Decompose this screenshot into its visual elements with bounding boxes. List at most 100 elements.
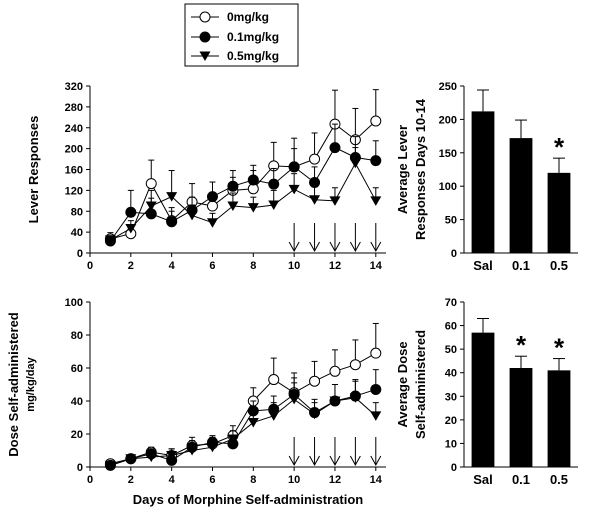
bar-0.1 xyxy=(509,368,533,467)
data-point xyxy=(309,409,321,420)
legend-marker-filled-triangle xyxy=(199,51,211,61)
significance-star-0.1: * xyxy=(516,330,527,360)
data-point xyxy=(166,450,178,461)
legend-marker-open-circle xyxy=(199,11,211,23)
data-point xyxy=(268,374,280,386)
arrow-head-2 xyxy=(329,455,341,467)
data-point xyxy=(329,396,341,406)
shared-x-axis-label: Days of Morphine Self-administration xyxy=(133,492,363,507)
y-tick-label-6: 240 xyxy=(65,123,83,135)
data-point xyxy=(227,180,239,192)
data-point xyxy=(247,417,259,428)
x-tick-label-7: 14 xyxy=(370,474,383,486)
x-tick-label-2: 4 xyxy=(169,260,176,272)
y-tick-label-2: 80 xyxy=(71,206,83,218)
y-tick-label-8: 320 xyxy=(65,81,83,93)
significance-star-0.5: * xyxy=(554,132,565,162)
category-label-0.5: 0.5 xyxy=(550,472,568,487)
series-filled-triangle-down xyxy=(104,147,382,245)
y-tick-label-4: 40 xyxy=(445,368,457,380)
series-filled-triangle-down xyxy=(104,380,382,471)
y-tick-label-5: 50 xyxy=(445,344,457,356)
data-point xyxy=(309,153,321,165)
data-point xyxy=(370,411,382,421)
y-tick-label-1: 50 xyxy=(445,215,457,227)
dose-bar-chart: 0 10 20 30 40 50 60 70 Average Dose Self-administ… xyxy=(395,297,578,487)
y-tick-label-0: 0 xyxy=(451,462,457,474)
series-line xyxy=(110,397,377,466)
x-tick-label-1: 2 xyxy=(128,260,134,272)
bar-0.1 xyxy=(509,138,533,253)
x-tick-label-1: 2 xyxy=(128,474,134,486)
y-tick-label-2: 100 xyxy=(439,181,457,193)
series-line xyxy=(110,120,377,240)
data-point xyxy=(104,235,116,245)
arrow-head-4 xyxy=(370,455,382,467)
y-tick-label-5: 100 xyxy=(65,297,83,309)
y-tick-label-1: 40 xyxy=(71,227,83,239)
y-tick-label-4: 160 xyxy=(65,165,83,177)
data-point xyxy=(349,158,361,169)
y-tick-label-3: 150 xyxy=(439,148,457,160)
y-tick-label-3: 60 xyxy=(71,363,83,375)
bar-Sal xyxy=(471,332,495,467)
data-point xyxy=(370,347,382,359)
series-line xyxy=(110,146,376,242)
y-tick-label-4: 80 xyxy=(71,330,83,342)
y-axis-label-line-1: Average Lever xyxy=(395,125,410,214)
arrow-head-0 xyxy=(288,455,300,467)
data-point xyxy=(227,201,239,212)
data-point xyxy=(329,365,341,377)
category-label-0.5: 0.5 xyxy=(550,258,568,273)
arrow-head-4 xyxy=(370,241,382,253)
series-open-circle xyxy=(104,322,382,470)
legend-label-0: 0mg/kg xyxy=(227,10,269,24)
data-point xyxy=(206,442,218,453)
data-point xyxy=(145,178,157,190)
data-point xyxy=(247,203,259,213)
y-tick-label-2: 40 xyxy=(71,396,83,408)
data-point xyxy=(166,216,178,228)
series-filled-circle xyxy=(104,369,382,471)
x-tick-label-0: 0 xyxy=(87,260,93,272)
x-tick-label-5: 10 xyxy=(288,474,300,486)
category-label-Sal: Sal xyxy=(473,258,493,273)
x-tick-label-4: 8 xyxy=(250,260,256,272)
data-point xyxy=(288,394,300,405)
y-tick-label-1: 20 xyxy=(71,429,83,441)
data-point xyxy=(247,174,259,186)
y-tick-label-5: 200 xyxy=(65,144,83,156)
y-axis-sublabel: mg/kg/day xyxy=(25,356,37,411)
x-tick-label-3: 6 xyxy=(209,474,215,486)
data-point xyxy=(268,178,280,190)
data-point xyxy=(206,218,218,228)
data-point xyxy=(268,200,280,210)
y-tick-label-7: 280 xyxy=(65,102,83,114)
data-point xyxy=(370,383,382,395)
y-tick-label-0: 0 xyxy=(77,462,83,474)
legend-label-2: 0.5mg/kg xyxy=(227,49,279,63)
arrow-head-3 xyxy=(349,455,361,467)
data-point xyxy=(125,223,137,234)
lever-responses-line-chart: 0 40 80 120 160 200 240 280 320 0 2 4 6 8 10 12 14 Lever … xyxy=(26,81,386,272)
y-tick-label-2: 20 xyxy=(445,415,457,427)
data-point xyxy=(349,393,361,403)
legend-marker-filled-circle xyxy=(199,31,211,43)
data-point xyxy=(166,192,178,202)
arrow-head-3 xyxy=(349,241,361,253)
data-point xyxy=(370,196,382,206)
y-tick-label-1: 10 xyxy=(445,438,457,450)
data-point xyxy=(329,142,341,154)
y-axis-label-line-1: Average Dose xyxy=(395,341,410,427)
y-tick-label-5: 250 xyxy=(439,81,457,93)
legend: 0mg/kg 0.1mg/kg 0.5mg/kg xyxy=(184,3,299,67)
y-tick-label-3: 30 xyxy=(445,391,457,403)
x-tick-label-7: 14 xyxy=(370,260,383,272)
y-tick-label-6: 60 xyxy=(445,321,457,333)
data-point xyxy=(288,161,300,173)
category-label-0.1: 0.1 xyxy=(512,472,530,487)
data-point xyxy=(288,184,300,195)
data-point xyxy=(329,196,341,206)
y-axis-label: Dose Self-administered xyxy=(6,312,21,457)
